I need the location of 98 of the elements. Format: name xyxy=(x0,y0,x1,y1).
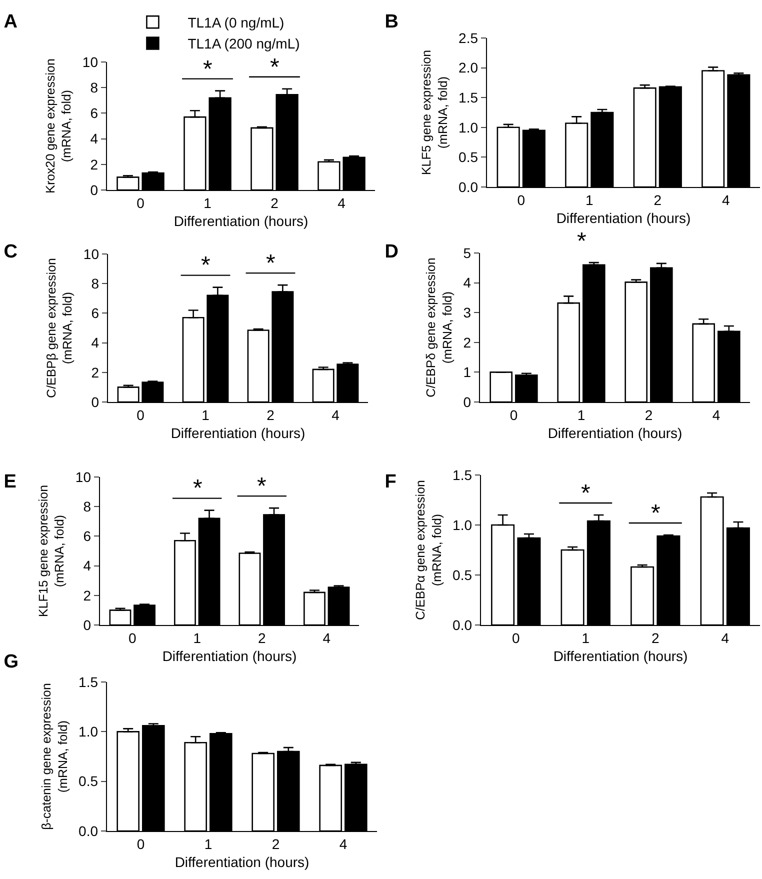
x-tick-label: 4 xyxy=(722,192,730,208)
y-tick-label: 0.5 xyxy=(78,773,98,790)
chart-title: G xyxy=(4,651,19,672)
legend-label: TL1A (200 ng/mL) xyxy=(188,36,300,52)
y-tick-label: 10 xyxy=(75,468,92,485)
x-tick-label: 0 xyxy=(517,192,526,208)
x-tick-label: 1 xyxy=(577,407,586,423)
y-tick-label: 0 xyxy=(90,182,98,198)
x-tick-label: 4 xyxy=(721,630,730,646)
x-tick-label: 0 xyxy=(128,630,136,646)
y-tick-label: 2.5 xyxy=(458,30,478,46)
y-tick-label: 2 xyxy=(83,587,92,604)
y-tick-label: 5 xyxy=(463,244,472,261)
x-axis-title: Differentiation (hours) xyxy=(174,213,308,230)
x-tick-label: 4 xyxy=(322,630,331,646)
x-tick-label: 2 xyxy=(272,836,280,852)
y-tick-label: 1.0 xyxy=(452,516,472,533)
x-tick-label: 1 xyxy=(204,195,212,211)
annotation: * xyxy=(651,500,660,527)
legend-label: TL1A (0 ng/mL) xyxy=(188,14,284,30)
y-axis-title: C/EBPβ gene expression (mRNA, fold) xyxy=(44,258,75,398)
x-tick-label: 2 xyxy=(651,630,660,646)
y-axis-title: β-catenin gene expression (mRNA, fold) xyxy=(40,683,70,830)
chart-title: B xyxy=(384,11,399,32)
y-tick-label: 10 xyxy=(82,54,98,70)
x-axis-title: Differentiation (hours) xyxy=(174,854,310,870)
y-tick-label: 0.5 xyxy=(452,566,472,583)
y-axis-title: KLF5 gene expression (mRNA, fold) xyxy=(420,50,450,176)
annotation: * xyxy=(581,480,590,507)
y-axis-title: Krox20 gene expression (mRNA, fold) xyxy=(43,58,74,194)
annotation: * xyxy=(193,475,202,502)
x-axis-title: Differentiation (hours) xyxy=(556,210,691,226)
x-tick-label: 0 xyxy=(510,407,518,423)
x-tick-label: 2 xyxy=(266,407,275,423)
x-tick-label: 2 xyxy=(654,192,662,208)
x-tick-label: 2 xyxy=(644,407,653,423)
y-tick-label: 0.0 xyxy=(458,178,478,195)
y-tick-label: 1.5 xyxy=(452,466,472,483)
y-tick-label: 0.0 xyxy=(452,616,472,633)
x-tick-label: 4 xyxy=(338,195,346,211)
chart-title: D xyxy=(384,241,399,262)
x-tick-label: 2 xyxy=(270,195,279,211)
y-tick-label: 1.0 xyxy=(458,119,478,136)
chart-title: E xyxy=(4,471,16,492)
y-tick-label: 3 xyxy=(463,304,472,320)
y-tick-label: 4 xyxy=(463,274,472,291)
x-tick-label: 1 xyxy=(193,630,202,646)
y-tick-label: 0.0 xyxy=(78,822,98,839)
y-tick-label: 0 xyxy=(463,394,472,410)
x-axis-title: Differentiation (hours) xyxy=(548,425,682,442)
y-tick-label: 0 xyxy=(83,616,92,633)
x-tick-label: 4 xyxy=(712,407,720,423)
y-tick-label: 4 xyxy=(83,558,92,574)
y-tick-label: 1.5 xyxy=(458,90,478,106)
x-tick-label: 4 xyxy=(332,407,340,423)
x-axis-title: Differentiation (hours) xyxy=(170,425,306,442)
annotation: * xyxy=(270,54,280,81)
chart-title: F xyxy=(384,471,396,492)
x-axis-title: Differentiation (hours) xyxy=(162,648,297,664)
annotation: * xyxy=(257,473,266,500)
x-tick-label: 4 xyxy=(339,836,348,852)
y-tick-label: 4 xyxy=(91,334,100,351)
y-tick-label: 6 xyxy=(83,528,92,544)
x-tick-label: 2 xyxy=(258,630,266,646)
y-tick-label: 8 xyxy=(91,276,100,292)
y-tick-label: 0.5 xyxy=(458,149,478,166)
y-tick-label: 10 xyxy=(83,246,100,262)
y-tick-label: 8 xyxy=(83,498,92,514)
y-tick-label: 2 xyxy=(91,364,100,380)
y-tick-label: 2 xyxy=(90,156,98,172)
chart-title: A xyxy=(4,11,18,32)
y-tick-label: 2.0 xyxy=(458,60,478,76)
annotation: * xyxy=(203,56,212,83)
x-tick-label: 1 xyxy=(585,192,594,208)
y-tick-label: 8 xyxy=(90,80,98,96)
x-tick-label: 1 xyxy=(202,407,210,423)
chart-title: C xyxy=(4,241,18,262)
x-tick-label: 0 xyxy=(136,407,145,423)
x-tick-label: 0 xyxy=(512,630,520,646)
annotation: * xyxy=(266,250,276,277)
y-tick-label: 1 xyxy=(463,364,472,380)
x-tick-label: 0 xyxy=(136,836,145,852)
annotation: * xyxy=(577,228,586,255)
y-axis-title: C/EBPα gene expression (mRNA, fold) xyxy=(414,480,444,620)
x-tick-label: 0 xyxy=(136,195,145,211)
y-tick-label: 6 xyxy=(91,305,100,322)
y-tick-label: 1.0 xyxy=(78,724,98,740)
y-tick-label: 4 xyxy=(90,130,98,147)
annotation: * xyxy=(201,252,210,279)
y-tick-label: 6 xyxy=(90,105,98,122)
y-tick-label: 2 xyxy=(463,334,472,350)
y-axis-title: KLF15 gene expression (mRNA, fold) xyxy=(36,484,67,618)
y-tick-label: 1.5 xyxy=(78,674,98,690)
x-tick-label: 1 xyxy=(582,630,590,646)
x-axis-title: Differentiation (hours) xyxy=(553,648,688,664)
x-tick-label: 1 xyxy=(204,836,212,852)
y-axis-title: C/EBPδ gene expression (mRNA, fold) xyxy=(424,258,454,398)
y-tick-label: 0 xyxy=(91,394,100,410)
